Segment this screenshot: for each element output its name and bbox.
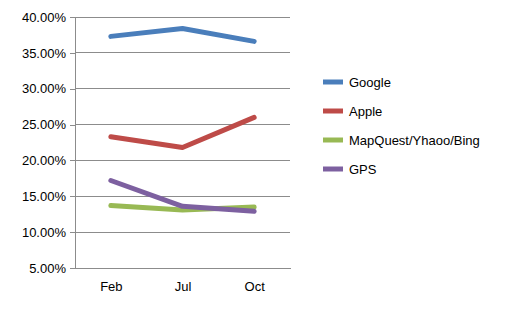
legend-swatch — [323, 138, 343, 143]
y-tick-label: 25.00% — [22, 117, 67, 132]
grid-line — [75, 196, 290, 197]
legend-item: Google — [323, 75, 391, 90]
grid-line — [75, 124, 290, 125]
y-tick-label: 40.00% — [22, 10, 67, 25]
grid-line — [75, 52, 290, 53]
y-tick-label: 15.00% — [22, 189, 67, 204]
y-tick-mark — [70, 53, 75, 54]
y-tick-mark — [70, 268, 75, 269]
legend-swatch — [323, 109, 343, 114]
legend-label: MapQuest/Yhaoo/Bing — [349, 133, 480, 148]
grid-line — [75, 17, 290, 18]
y-tick-label: 10.00% — [22, 225, 67, 240]
y-tick: 40.00% — [22, 10, 75, 25]
y-tick: 5.00% — [29, 261, 75, 276]
x-tick: Feb — [100, 279, 122, 294]
y-tick: 30.00% — [22, 81, 75, 96]
y-tick: 20.00% — [22, 153, 75, 168]
y-tick: 35.00% — [22, 46, 75, 61]
grid-line — [75, 88, 290, 89]
y-tick-mark — [70, 17, 75, 18]
legend: Google Apple MapQuest/Yhaoo/Bing GPS — [323, 75, 480, 177]
plot-area: 5.00% 10.00% 15.00% 20.00% 25.00% 30.00% 35.00… — [22, 10, 291, 295]
grid-line — [75, 160, 290, 161]
y-tick-mark — [70, 196, 75, 197]
legend-label: Google — [349, 75, 391, 90]
x-tick-label: Feb — [100, 279, 122, 294]
legend-item: MapQuest/Yhaoo/Bing — [323, 133, 480, 148]
grid-line — [75, 268, 290, 269]
x-tick-label: Oct — [245, 279, 266, 294]
grid — [75, 17, 290, 268]
grid-line — [75, 232, 290, 233]
y-tick-label: 30.00% — [22, 81, 67, 96]
y-tick: 25.00% — [22, 117, 75, 132]
y-tick: 10.00% — [22, 225, 75, 240]
x-tick: Oct — [245, 279, 266, 294]
legend-item: Apple — [323, 104, 382, 119]
series-line — [111, 28, 254, 41]
x-axis: Feb Jul Oct — [76, 269, 291, 295]
y-axis-line — [70, 18, 76, 269]
legend-label: Apple — [349, 104, 382, 119]
y-axis: 5.00% 10.00% 15.00% 20.00% 25.00% 30.00% 35.00… — [22, 10, 76, 276]
legend-label: GPS — [349, 162, 377, 177]
series-line — [111, 117, 254, 147]
y-tick-mark — [70, 160, 75, 161]
chart: 5.00% 10.00% 15.00% 20.00% 25.00% 30.00% 35.00… — [0, 0, 520, 312]
y-tick-label: 35.00% — [22, 46, 67, 61]
y-tick-label: 20.00% — [22, 153, 67, 168]
y-tick-label: 5.00% — [29, 261, 66, 276]
x-tick: Jul — [175, 279, 192, 294]
y-tick-mark — [70, 232, 75, 233]
y-tick: 15.00% — [22, 189, 75, 204]
x-axis-line — [76, 268, 291, 269]
y-tick-mark — [70, 89, 75, 90]
x-tick-label: Jul — [175, 279, 192, 294]
series-line — [111, 181, 254, 212]
series-group — [111, 28, 254, 211]
legend-swatch — [323, 167, 343, 172]
y-tick-mark — [70, 125, 75, 126]
legend-swatch — [323, 80, 343, 85]
legend-item: GPS — [323, 162, 377, 177]
